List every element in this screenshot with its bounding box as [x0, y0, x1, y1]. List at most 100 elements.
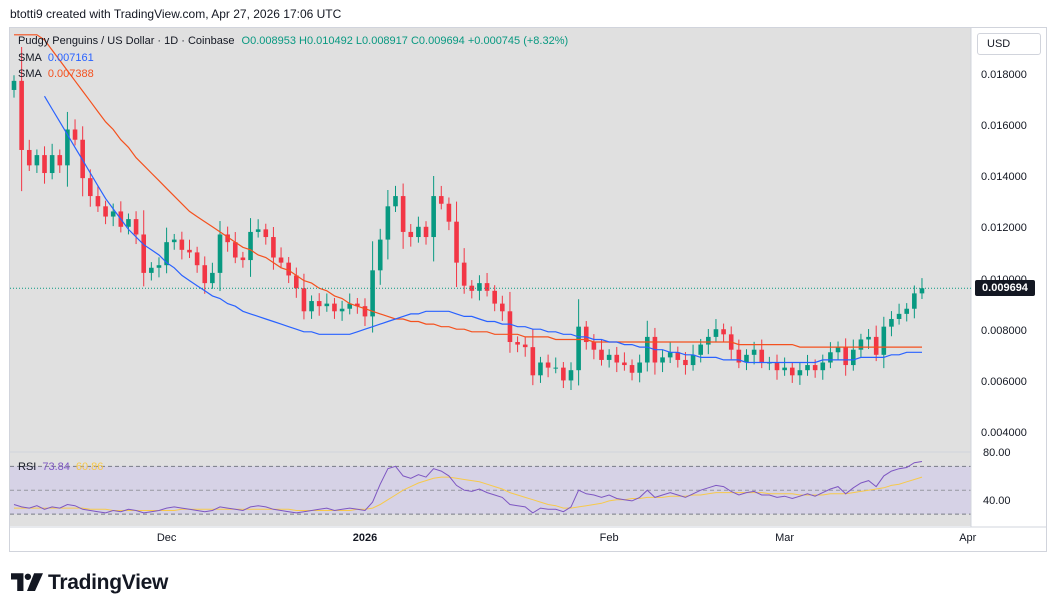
- candle-down: [95, 196, 101, 207]
- candle-up: [553, 367, 559, 369]
- candle-up: [393, 196, 398, 207]
- candle-up: [751, 349, 757, 355]
- candle-down: [301, 288, 307, 312]
- time-tick-label: Dec: [156, 532, 177, 544]
- rsi-value: 73.84: [42, 461, 70, 473]
- candle-down: [454, 221, 459, 263]
- candle-down: [484, 283, 490, 291]
- candle-down: [133, 219, 139, 235]
- candle-up: [164, 242, 169, 266]
- candle-up: [110, 211, 116, 217]
- price-tick-label: 0.006000: [981, 375, 1027, 388]
- candle-up: [538, 362, 543, 376]
- sma-fast-label: SMA: [18, 52, 42, 64]
- candle-down: [522, 344, 528, 348]
- candle-down: [446, 203, 452, 222]
- candle-down: [583, 326, 589, 343]
- time-tick-label: Mar: [775, 532, 795, 544]
- candle-up: [324, 303, 330, 307]
- candle-down: [316, 301, 322, 307]
- rsi-line: [13, 461, 923, 514]
- sma-fast-line: [43, 95, 922, 364]
- sma-fast-legend[interactable]: SMA 0.007161: [18, 52, 94, 64]
- candle-down: [26, 149, 32, 166]
- candle-down: [187, 249, 192, 253]
- candle-up: [248, 231, 253, 261]
- price-tick-label: 0.008000: [981, 324, 1027, 337]
- candle-up: [576, 326, 581, 371]
- candle-up: [65, 129, 70, 166]
- candle-up: [644, 336, 650, 363]
- candle-down: [294, 275, 299, 289]
- candle-up: [171, 239, 177, 243]
- candle-down: [683, 359, 688, 366]
- candle-down: [622, 362, 627, 366]
- price-tick-label: 0.012000: [981, 222, 1027, 235]
- candle-up: [11, 80, 17, 90]
- candle-down: [461, 262, 467, 286]
- candle-up: [835, 347, 841, 353]
- candle-down: [591, 342, 597, 350]
- candle-up: [698, 344, 703, 355]
- tradingview-logo-text: TradingView: [48, 571, 169, 594]
- candle-up: [34, 155, 40, 166]
- candle-up: [919, 288, 925, 294]
- candle-down: [873, 336, 879, 355]
- candle-up: [385, 206, 391, 240]
- candle-up: [217, 234, 223, 273]
- candle-down: [507, 311, 513, 343]
- candle-up: [568, 370, 574, 381]
- candle-down: [721, 329, 726, 335]
- candle-down: [545, 362, 551, 368]
- rsi-tick-label: 40.00: [983, 495, 1011, 508]
- candle-up: [820, 362, 826, 371]
- change-value: +0.000745 (+8.32%): [467, 35, 569, 47]
- candle-down: [492, 290, 497, 304]
- candle-down: [179, 239, 185, 250]
- candle-down: [240, 257, 246, 261]
- candle-down: [286, 262, 291, 276]
- candle-down: [500, 303, 505, 312]
- candle-down: [141, 234, 147, 273]
- candle-down: [88, 178, 93, 197]
- candle-up: [805, 365, 810, 371]
- candle-down: [225, 234, 230, 243]
- sma-fast-value: 0.007161: [47, 52, 94, 64]
- symbol-title: Pudgy Penguins / US Dollar · 1D · Coinba…: [18, 35, 235, 47]
- candle-down: [80, 139, 85, 179]
- candle-up: [339, 308, 345, 312]
- sma-slow-legend[interactable]: SMA 0.007388: [18, 68, 94, 80]
- candle-up: [744, 354, 749, 363]
- candle-up: [896, 313, 902, 319]
- time-tick-label: Apr: [959, 532, 977, 544]
- candle-down: [675, 352, 681, 360]
- rsi-legend[interactable]: RSI 73.84 60.86: [18, 461, 103, 473]
- currency-button[interactable]: USD: [977, 33, 1041, 55]
- rsi-label: RSI: [18, 461, 37, 473]
- candle-down: [789, 367, 795, 376]
- candle-up: [782, 367, 787, 371]
- candle-up: [713, 329, 719, 337]
- candle-down: [812, 365, 818, 371]
- last-price-badge: 0.009694: [975, 280, 1035, 297]
- sma-slow-label: SMA: [18, 68, 42, 80]
- time-tick-label: Feb: [599, 532, 619, 544]
- candle-down: [42, 155, 47, 174]
- price-pane-background: [10, 28, 971, 452]
- ohlc-legend[interactable]: Pudgy Penguins / US Dollar · 1D · Coinba…: [18, 35, 568, 47]
- candle-down: [438, 196, 444, 204]
- candle-down: [843, 347, 848, 366]
- candle-down: [774, 362, 780, 371]
- chart-canvas[interactable]: [9, 27, 1047, 552]
- candle-up: [149, 267, 154, 273]
- candle-down: [202, 265, 208, 284]
- candle-down: [561, 367, 566, 381]
- candle-down: [271, 237, 276, 258]
- candle-down: [614, 354, 620, 363]
- candle-down: [57, 155, 63, 166]
- tradingview-logo[interactable]: TradingView: [11, 571, 168, 595]
- candle-up: [797, 370, 803, 376]
- candle-down: [194, 252, 200, 266]
- price-tick-label: 0.004000: [981, 427, 1027, 440]
- candle-down: [736, 349, 742, 363]
